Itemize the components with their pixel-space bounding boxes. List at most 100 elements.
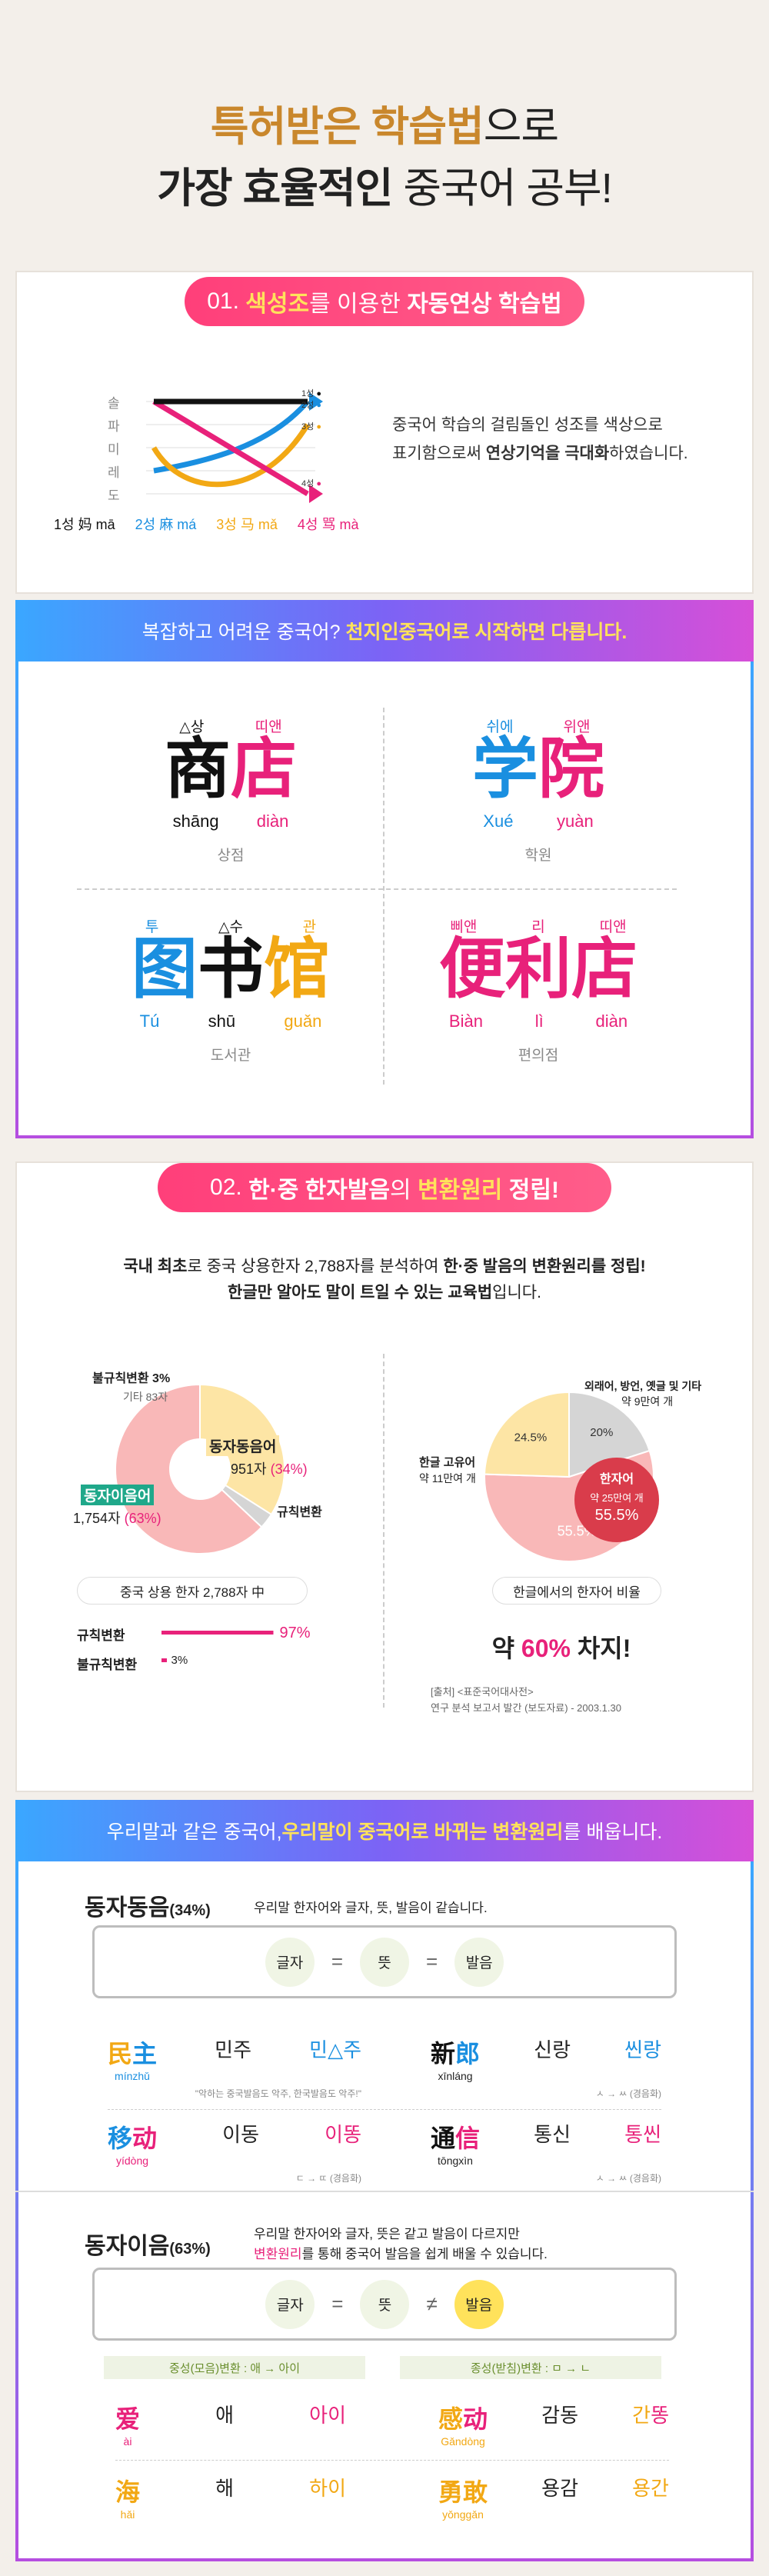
word-xueyuan: 쉬에 위앤 学院 Xué yuàn 학원 [472,719,604,864]
pie1-caption: 중국 상용 한자 2,788자 中 [77,1577,308,1605]
same-diff-divider [15,2191,754,2192]
note-minzhu: "악하는 중국발음도 악주, 한국발음도 악주!" [195,2088,361,2099]
tone-contour-diagram [146,392,323,503]
section2-pill: 02. 한·중 한자발음 의 변환원리 정립! [158,1163,611,1212]
bar-irregular: 3% [161,1654,188,1667]
hero-title-rest2: 중국어 공부! [392,165,612,212]
pie1-other-label: 기타 83자 [123,1391,168,1403]
pill2-bold2: 정립! [508,1178,559,1203]
diff-formula: 글자 = 뜻 ≠ 발음 [92,2268,677,2341]
s2-vdivider [383,1354,384,1708]
tone-mark-1: 1성 ● [301,389,321,398]
section2-intro-line2: 한글만 알아도 말이 트일 수 있는 교육법입니다. [228,1283,541,1301]
tone-desc-line1: 중국어 학습의 걸림돌인 성조를 색상으로 [392,416,663,434]
bar-rule [161,1631,274,1635]
tone-desc-line2: 표기함으로써 연상기억을 극대화하였습니다. [392,444,688,462]
source-line1: [출처] <표준국어대사전> [431,1686,534,1698]
pie2-hanja-bubble-text-1: 약 25만여 개 [590,1492,644,1504]
pie2-slice-foreign [568,1391,651,1478]
note-tongxin: ㅅ → ㅆ (경음화) [595,2173,661,2184]
banner1-bold: 천지인중국어로 시작하면 다릅니다. [345,622,628,643]
tone-scale-sol: 솔 [108,396,120,411]
tone-legend-4: 4성 骂 mà [297,517,359,532]
word-ai: 爱 ài 애 아이 [115,2404,346,2448]
formula2-op1: = [331,2292,344,2315]
tone2-curve [153,399,310,474]
pie2-native-sub: 약 11만여 개 [419,1472,476,1485]
banner2-pre: 우리말과 같은 중국어, [106,1821,282,1843]
tone-scale-pa: 파 [108,419,120,434]
word-hai: 海 hǎi 해 하이 [115,2477,346,2521]
pill-number: 01. [207,288,239,314]
bar-irregular-mark [161,1658,167,1662]
pie2-caption: 한글에서의 한자어 비율 [492,1577,661,1605]
chars-vdivider [383,708,384,1085]
pie1-rule-label: 규칙변환 [277,1506,322,1519]
hero-highlight: 특허받은 학습법 [210,104,484,150]
word-xinlang: 新郎 xīnláng 신랑 씬랑 [431,2038,661,2082]
pie2-hanja-bubble-text-2: 55.5% [595,1507,639,1524]
word-shangdian: △상 띠앤 商店 shāng diàn 상점 [165,719,297,864]
pie1-same-label: 동자동음어 [206,1435,280,1456]
formula-op2: = [426,1950,438,1973]
formula2-char: 글자 [265,2279,315,2329]
note-xinlang: ㅅ → ㅆ (경음화) [595,2088,661,2099]
tone-legend-2: 2성 麻 má [135,517,197,532]
word-tongxin: 通信 tōngxìn 통신 통씬 [431,2123,661,2167]
banner1-pre: 복잡하고 어려운 중국어? [141,622,341,643]
section1-pill: 01. 색성조 를 이용한 자동연상 학습법 [185,277,584,326]
tone-scale-do: 도 [108,488,120,503]
pill2-number: 02. [210,1175,242,1200]
same-words: 民主 mínzhǔ 민주 민△주 新郎 xīnláng 신랑 씬랑 "악하는 중국발… [108,2034,661,2184]
section2-intro: 국내 최초로 중국 상용한자 2,788자를 분석하여 한·중 발음의 변환원리… [15,1254,754,1305]
bar-rule-value: 97% [280,1625,311,1641]
formula-op1: = [331,1950,343,1973]
big-stat: 약 60% 차지! [491,1635,631,1662]
hero-title-line1: 특허받은 학습법으로 [0,92,769,153]
tone-legend: 1성 妈 mā 2성 麻 má 3성 马 mǎ 4성 骂 mà [54,514,359,534]
tone-mark-3: 3성 ● [301,422,321,432]
same-desc: 우리말 한자어와 글자, 뜻, 발음이 같습니다. [254,1901,488,1915]
source-note: [출처] <표준국어대사전> 연구 분석 보고서 발간 (보도자료) - 200… [431,1685,621,1717]
diff-words: 爱 ài 애 아이 感动 Gǎndòng 감동 간똥 海 hǎi 해 하이 勇敢 yǒn… [115,2400,669,2521]
pie2-foreign-label: 외래어, 방언, 옛글 및 기타 [584,1380,702,1392]
word-minzhu: 民主 mínzhǔ 민주 민△주 [108,2038,361,2082]
word-tushuguan: 투 △수 관 图书馆 Tú shū guǎn 도서관 [131,919,330,1064]
same-formula: 글자 = 뜻 = 발음 [92,1925,677,1998]
pie1-diff-value: 1,754자 (63%) [73,1511,161,1526]
section2-intro-line1: 국내 최초로 중국 상용한자 2,788자를 분석하여 한·중 발음의 변환원리… [123,1258,646,1275]
vowel-rule-bar: 중성(모음)변환 : 애 → 아이 [104,2356,365,2379]
tone-scale-mi: 미 [108,442,120,457]
final-rule-bar: 종성(받침)변환 : ㅁ → ㄴ [400,2356,661,2379]
formula2-sound: 발음 [454,2279,504,2329]
formula2-op2: ≠ [426,2292,438,2315]
formula-meaning: 뜻 [360,1937,409,1987]
pill-normal: 를 이용한 [309,292,401,317]
tone-scale: 솔 파 미 레 도 [108,392,120,508]
same-title: 동자동음(34%) [85,1895,211,1921]
pill-bold: 자동연상 학습법 [407,292,562,317]
pie2-hanja-bubble [574,1458,659,1542]
pie-chart-hanja-types [115,1383,285,1555]
pie1-diff-label: 동자이음어 [81,1485,155,1505]
banner-conversion: 우리말과 같은 중국어, 우리말이 중국어로 바뀌는 변환원리 를 배웁니다. [15,1800,754,1861]
tone-legend-1: 1성 妈 mā [54,517,115,532]
tone3-curve [151,423,310,488]
diff-title: 동자이음(63%) [85,2234,211,2259]
tone-scale-re: 레 [108,465,120,480]
tone-legend-3: 3성 马 mǎ [216,517,278,532]
chars-hdivider [77,888,677,890]
formula-char: 글자 [265,1937,315,1987]
source-line2: 연구 분석 보고서 발간 (보도자료) - 2003.1.30 [431,1701,621,1714]
tone-mark-4: 4성 ● [301,479,321,488]
pie2-foreign-sub: 약 9만여 개 [621,1395,674,1408]
word-bianlidian: 삐앤 리 띠앤 便利店 Biàn lì diàn 편의점 [439,919,638,1064]
pie1-irregular-label: 불규칙변환 3% [92,1372,171,1385]
hero-title-rest: 으로 [483,104,559,150]
banner-start: 복잡하고 어려운 중국어? 천지인중국어로 시작하면 다릅니다. [15,600,754,661]
pie2-slice-native-label: 24.5% [514,1431,548,1444]
bar-rule-label: 규칙변환 [77,1628,125,1643]
banner2-bold: 우리말이 중국어로 바뀌는 변환원리 [281,1821,564,1843]
banner2-post: 를 배웁니다. [563,1821,663,1843]
